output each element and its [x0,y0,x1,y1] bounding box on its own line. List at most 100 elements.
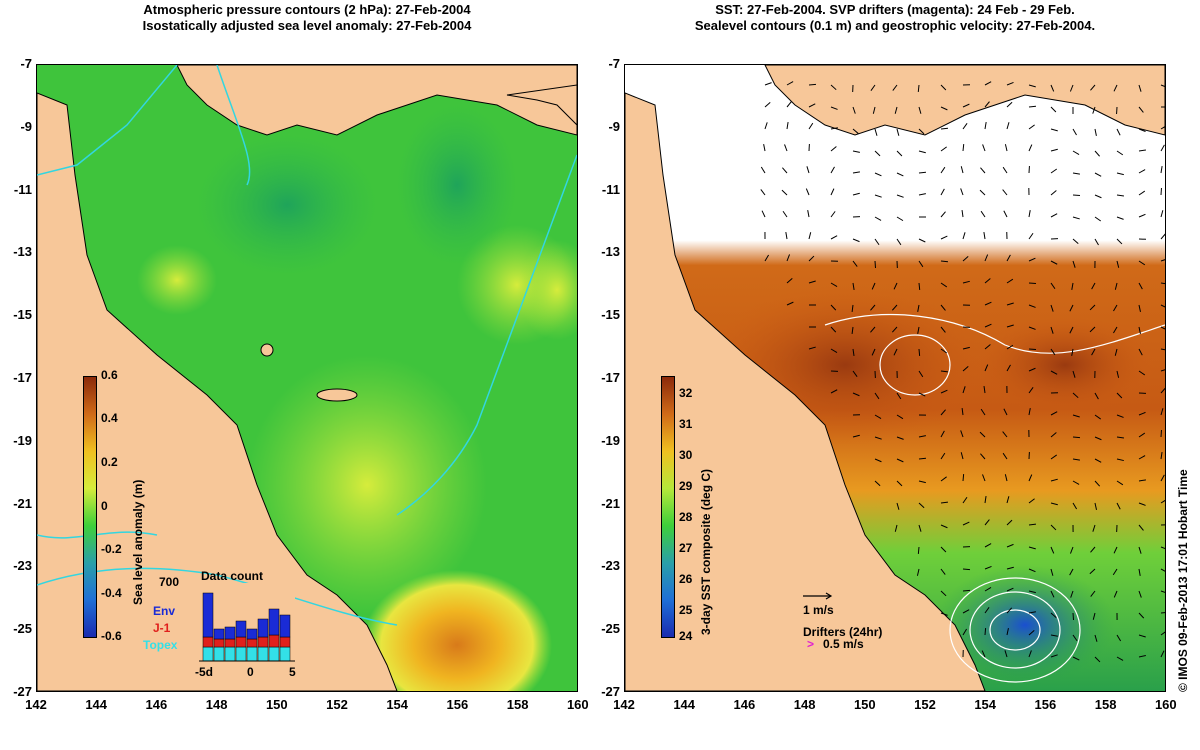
velocity-arrow [1050,478,1058,482]
velocity-arrow [871,282,876,290]
velocity-arrow [1113,590,1118,598]
velocity-arrow [1028,568,1036,573]
velocity-arrow [984,254,989,262]
velocity-arrow [984,122,987,130]
lon-tick-label: 144 [673,697,696,712]
velocity-arrow [1028,84,1036,88]
velocity-arrow [830,106,838,110]
velocity-arrow [1138,590,1142,598]
velocity-arrow [979,189,986,196]
velocity-arrow [982,144,986,152]
velocity-arrow [807,210,810,218]
velocity-arrow [874,128,878,136]
velocity-arrow [984,627,987,636]
velocity-arrow [1090,590,1096,597]
histogram-bar [202,592,214,638]
velocity-arrow [1094,150,1100,157]
velocity-arrow [1050,432,1057,438]
velocity-arrow [1090,84,1096,91]
velocity-arrow [1160,282,1165,285]
colorbar-tick: 0.2 [101,455,118,469]
geostrophic-velocity-arrows [760,81,1165,663]
velocity-arrow [1138,370,1146,376]
velocity-arrow [940,476,947,482]
velocity-arrow [1028,348,1037,351]
velocity-arrow [1094,634,1098,642]
velocity-arrow [1006,587,1014,592]
velocity-arrow [1138,502,1146,506]
histogram-bar [246,628,258,640]
colorbar-tick: 0 [101,499,108,513]
velocity-arrow [940,546,947,553]
velocity-arrow [1160,612,1165,614]
velocity-arrow [893,348,898,356]
velocity-arrow [980,408,986,416]
velocity-arrow [962,255,969,262]
velocity-arrow [940,348,948,354]
velocity-arrow [918,435,926,438]
sealevel-contour [824,313,1165,354]
velocity-arrow [1116,502,1121,510]
velocity-arrow [1072,128,1077,136]
histogram-bar [279,636,291,648]
velocity-arrow [786,81,794,86]
velocity-arrow [1072,370,1076,378]
left-title-line2: Isostatically adjusted sea level anomaly… [142,18,472,33]
sealevel-contour [969,591,1061,669]
velocity-arrow [761,210,766,218]
velocity-arrow [1028,124,1035,130]
new-guinea-landmass [176,65,577,136]
velocity-arrow [896,436,904,440]
velocity-arrow [874,436,882,440]
velocity-arrow [1160,546,1165,550]
velocity-arrow [1006,324,1014,328]
velocity-arrow [896,128,900,136]
velocity-arrow [786,122,789,130]
lat-tick-label: -7 [608,56,620,71]
velocity-arrow [781,189,788,196]
velocity-arrow [896,458,904,463]
histogram-bar [279,614,291,638]
velocity-scale-arrow [803,592,833,600]
velocity-arrow [1160,499,1165,504]
velocity-arrow [1113,84,1118,92]
lon-tick-label: 142 [613,697,635,712]
velocity-arrow [874,194,882,198]
sst-cool-blob [935,565,1115,685]
velocity-arrow [1072,238,1079,244]
colorbar-tick: -0.4 [101,586,122,600]
velocity-arrow [984,565,992,570]
velocity-arrow [1160,126,1165,130]
lat-tick-label: -23 [601,558,620,574]
velocity-arrow [917,84,920,93]
velocity-arrow [940,568,946,575]
velocity-arrow [808,83,817,86]
velocity-arrow [1028,546,1036,550]
velocity-arrow [1028,387,1034,394]
velocity-arrow [852,392,860,397]
velocity-arrow [962,143,965,152]
velocity-arrow [1160,631,1165,636]
histogram-bar [246,638,258,648]
velocity-arrow [984,301,992,306]
velocity-arrow [1138,326,1141,334]
velocity-arrow [896,414,904,420]
colorbar-tick: -0.2 [101,542,122,556]
velocity-arrow [984,344,991,350]
velocity-arrow [1116,634,1122,642]
velocity-arrow [1094,656,1101,663]
velocity-arrow [1050,304,1054,312]
velocity-arrow [1070,590,1074,598]
velocity-arrow [1050,84,1055,92]
velocity-arrow [896,392,902,400]
lat-tick-label: -9 [608,118,620,134]
velocity-arrow [1091,348,1096,356]
velocity-arrow [1050,546,1055,554]
velocity-arrow [1138,213,1146,218]
velocity-arrow [852,128,859,134]
velocity-arrow [1138,304,1141,312]
velocity-arrow [1006,364,1011,372]
velocity-arrow [1160,408,1164,416]
colorbar-tick: 31 [679,417,693,431]
velocity-arrow [960,188,964,196]
